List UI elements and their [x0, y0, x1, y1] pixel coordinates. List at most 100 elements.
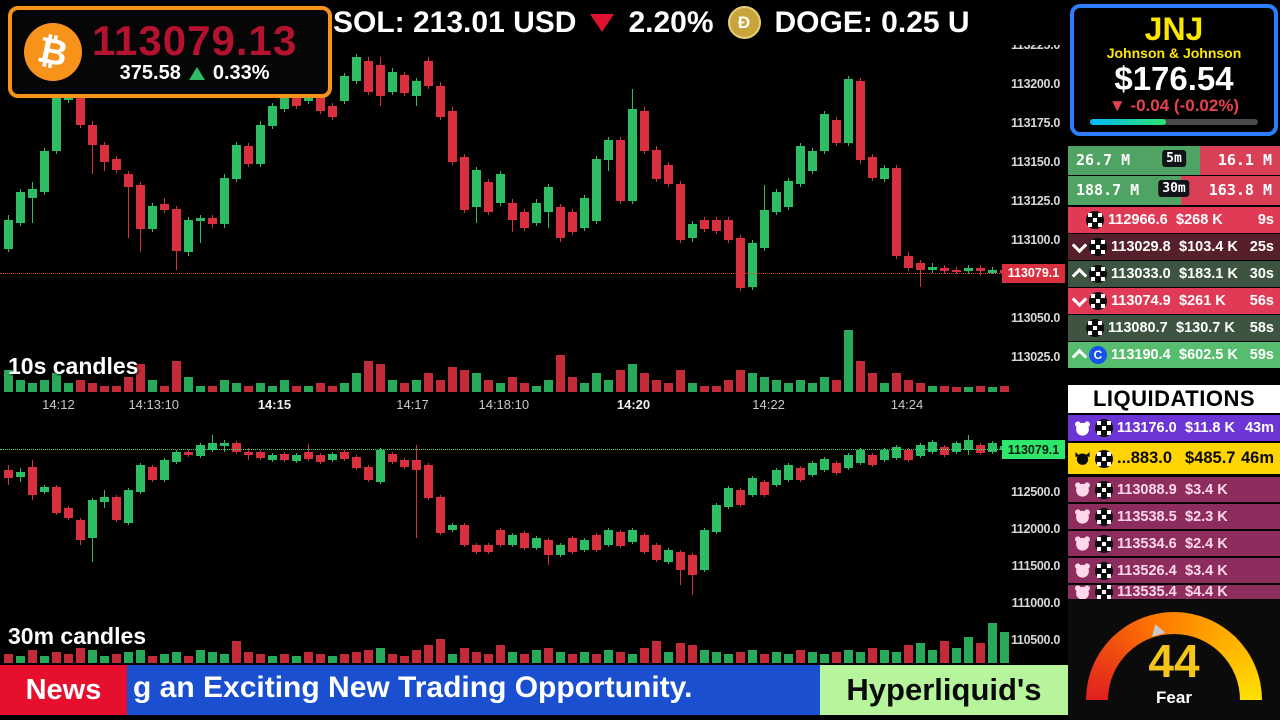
liquidations-title: LIQUIDATIONS: [1068, 385, 1280, 413]
candle: [244, 451, 253, 455]
volume-bar: [472, 652, 481, 663]
candle: [412, 80, 421, 97]
candle: [592, 534, 601, 550]
volume-bar: [64, 654, 73, 663]
trade-price: 113190.4: [1111, 347, 1171, 363]
candle: [856, 449, 865, 463]
candle-wick: [200, 215, 201, 244]
volume-row-30m[interactable]: 188.7 M 30m 163.8 M: [1068, 176, 1280, 205]
candle: [724, 219, 733, 240]
liquidation-row[interactable]: 113526.4 $3.4 K: [1068, 558, 1280, 583]
trade-price: 113033.0: [1111, 266, 1171, 282]
candle: [388, 71, 397, 92]
candle: [496, 530, 505, 545]
candle: [892, 447, 901, 459]
candle: [760, 210, 769, 248]
volume-bar: [676, 643, 685, 663]
volume-bar: [40, 379, 49, 392]
trade-age: 59s: [1249, 347, 1274, 363]
volume-bar: [868, 373, 877, 392]
volume-bar: [424, 373, 433, 392]
trade-amount: $183.1 K: [1179, 266, 1238, 282]
candle: [388, 453, 397, 463]
bear-icon: [1075, 585, 1090, 599]
volume-bar: [268, 385, 277, 392]
liquidation-amount: $3.4 K: [1185, 562, 1228, 579]
liquidation-row[interactable]: 113176.0 $11.8 K 43m: [1068, 415, 1280, 441]
stock-price: $176.54: [1114, 60, 1234, 97]
volume-bar: [988, 623, 997, 663]
volume-bar: [4, 370, 13, 392]
x-axis-tick: 14:15: [257, 397, 292, 412]
candle: [964, 439, 973, 450]
candle: [376, 65, 385, 97]
volume-bar: [604, 649, 613, 663]
volume-bar: [292, 656, 301, 663]
candle: [280, 88, 289, 109]
candle: [856, 80, 865, 161]
volume-bar: [784, 654, 793, 663]
candle: [304, 451, 313, 459]
volume-bar: [760, 654, 769, 663]
liquidation-price: 113176.0: [1117, 420, 1177, 436]
liquidation-row[interactable]: 113088.9 $3.4 K: [1068, 477, 1280, 502]
volume-bar: [700, 649, 709, 663]
candle: [652, 149, 661, 180]
volume-row-5m[interactable]: 26.7 M 5m 16.1 M: [1068, 146, 1280, 175]
candle: [484, 182, 493, 212]
trade-row[interactable]: 112966.6 $268 K 9s: [1068, 207, 1280, 233]
candle: [220, 177, 229, 225]
candle: [772, 470, 781, 485]
candle: [40, 151, 49, 192]
candle: [316, 91, 325, 111]
candle: [640, 110, 649, 152]
volume-bar: [4, 654, 13, 663]
volume-bar: [52, 373, 61, 392]
volume-bar: [808, 382, 817, 392]
candle: [256, 124, 265, 164]
candle: [580, 197, 589, 228]
stock-company: Johnson & Johnson: [1106, 45, 1242, 61]
candle: [880, 449, 889, 461]
volume-bar: [400, 656, 409, 663]
trade-age: 30s: [1249, 266, 1274, 282]
candle: [340, 451, 349, 459]
up-triangle-icon: [188, 66, 205, 80]
candle: [736, 238, 745, 289]
volume-bar: [892, 373, 901, 392]
volume-bar: [628, 364, 637, 392]
y-axis-tick: 111000.0: [1011, 596, 1061, 610]
liquidation-row[interactable]: 113538.5 $2.3 K: [1068, 504, 1280, 529]
bear-icon: [1075, 563, 1090, 578]
sell-volume-bg: [1200, 146, 1280, 175]
volume-bar: [976, 643, 985, 663]
volume-bar: [796, 379, 805, 392]
candle: [436, 497, 445, 533]
x-axis-tick: 14:22: [752, 397, 785, 412]
liquidation-row[interactable]: 113535.4 $4.4 K: [1068, 585, 1280, 599]
volume-bar: [724, 379, 733, 392]
volume-bar: [844, 330, 853, 392]
volume-bar: [172, 652, 181, 663]
candle: [232, 144, 241, 180]
volume-bar: [328, 385, 337, 392]
liquidation-row[interactable]: ...883.0 $485.7 46m: [1068, 443, 1280, 474]
volume-bar: [820, 654, 829, 663]
volume-bar: [808, 652, 817, 663]
trade-row[interactable]: 113029.8 $103.4 K 25s: [1068, 234, 1280, 260]
volume-bar: [964, 636, 973, 663]
trade-amount: $268 K: [1176, 212, 1223, 228]
trade-row[interactable]: C 113190.4 $602.5 K 59s: [1068, 342, 1280, 368]
volume-bar: [412, 379, 421, 392]
volume-bar: [136, 364, 145, 392]
trade-row[interactable]: 113074.9 $261 K 56s: [1068, 288, 1280, 314]
trade-row[interactable]: 113080.7 $130.7 K 58s: [1068, 315, 1280, 341]
trade-row[interactable]: 113033.0 $183.1 K 30s: [1068, 261, 1280, 287]
volume-bar: [364, 361, 373, 392]
chart-area[interactable]: 113225.0 113200.0 113175.0 113150.0 113125.0…: [0, 0, 1066, 720]
volume-bar: [904, 379, 913, 392]
exchange-icon-okx: [1095, 419, 1113, 437]
candle: [268, 105, 277, 127]
bear-icon: [1075, 509, 1090, 524]
liquidation-row[interactable]: 113534.6 $2.4 K: [1068, 531, 1280, 556]
